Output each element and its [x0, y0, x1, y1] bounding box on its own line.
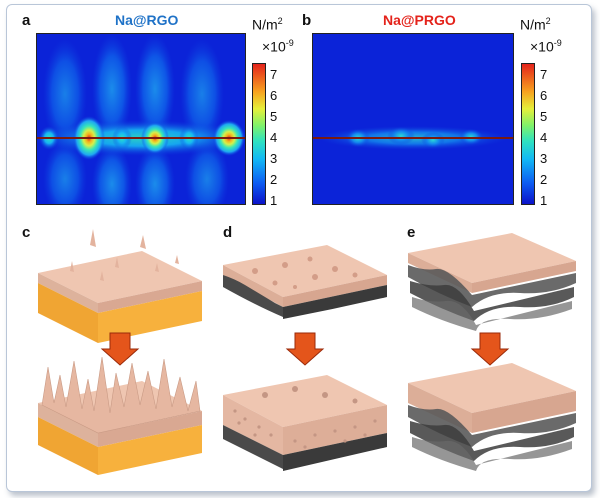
colorbar-tick: 4 — [540, 130, 548, 145]
panel-label-d: d — [223, 224, 233, 241]
stress-map-rgo — [37, 34, 245, 204]
panel-label-e: e — [407, 224, 416, 241]
field-map-a — [36, 33, 246, 205]
colorbar-tick: 6 — [540, 88, 548, 103]
colorbar-tick: 1 — [270, 193, 278, 208]
stress-map-prgo — [313, 34, 513, 204]
down-arrow-e — [470, 332, 510, 366]
colorbar-tick: 6 — [270, 88, 278, 103]
colorbar-unit-a: N/m2 — [252, 16, 283, 33]
illustration-e — [408, 233, 576, 471]
colorbar-a — [252, 63, 266, 205]
illustration-d — [223, 245, 387, 471]
panel-label-c: c — [22, 224, 31, 241]
panel-title-b: Na@PRGO — [383, 12, 456, 28]
colorbar-tick: 3 — [540, 151, 548, 166]
panel-label-b: b — [302, 12, 312, 29]
illustration-c — [38, 229, 202, 475]
colorbar-scale-b: ×10-9 — [530, 38, 562, 55]
block-c-after — [38, 356, 202, 475]
colorbar-tick: 2 — [540, 172, 548, 187]
colorbar-ticks-a: 7 6 5 4 3 2 1 — [270, 63, 290, 208]
field-map-b — [312, 33, 514, 205]
block-d-after — [223, 375, 387, 471]
colorbar-tick: 7 — [540, 67, 548, 82]
colorbar-tick: 7 — [270, 67, 278, 82]
colorbar-tick: 5 — [540, 109, 548, 124]
colorbar-tick: 4 — [270, 130, 278, 145]
block-e-after — [408, 363, 576, 471]
colorbar-tick: 1 — [540, 193, 548, 208]
colorbar-b — [521, 63, 535, 205]
colorbar-tick: 2 — [270, 172, 278, 187]
down-arrow-c — [100, 332, 140, 366]
down-arrow-d — [285, 332, 325, 366]
colorbar-tick: 5 — [270, 109, 278, 124]
panel-label-a: a — [22, 12, 31, 29]
colorbar-unit-b: N/m2 — [520, 16, 551, 33]
colorbar-scale-a: ×10-9 — [262, 38, 294, 55]
colorbar-ticks-b: 7 6 5 4 3 2 1 — [540, 63, 560, 208]
block-e-before — [408, 233, 576, 331]
colorbar-tick: 3 — [270, 151, 278, 166]
block-c-before — [38, 229, 202, 343]
block-d-before — [223, 245, 387, 319]
panel-title-a: Na@RGO — [115, 12, 179, 28]
